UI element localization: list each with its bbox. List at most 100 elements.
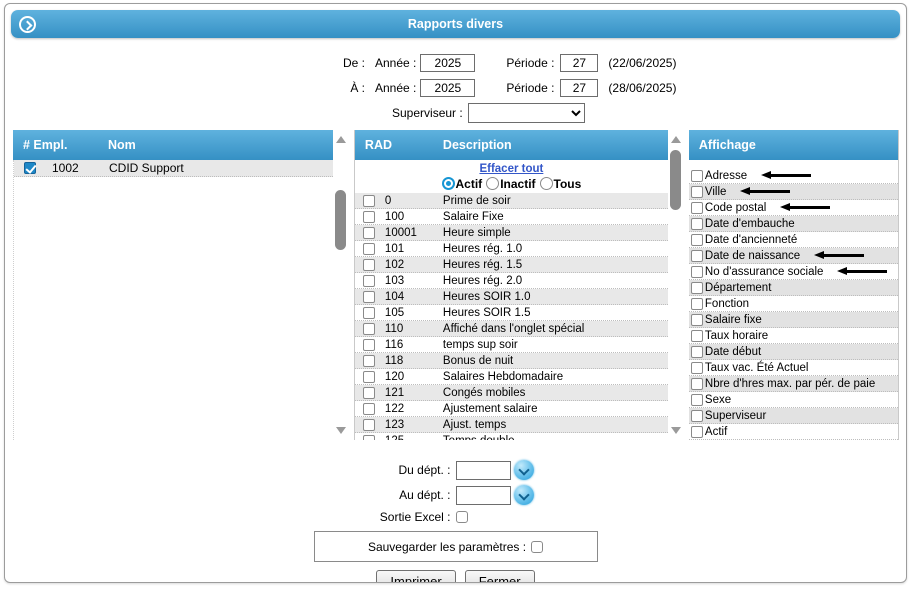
rad-code: 104 [384,290,405,303]
affichage-option-row[interactable]: Date de naissance [688,248,898,264]
rad-row[interactable]: 110 Affiché dans l'onglet spécial [354,321,668,337]
rad-row[interactable]: 101 Heures rég. 1.0 [354,241,668,257]
affichage-option-row[interactable]: Date d'embauche [688,216,898,232]
rad-checkbox[interactable] [362,274,375,287]
rad-row[interactable]: 105 Heures SOIR 1.5 [354,305,668,321]
affichage-option-row[interactable]: Taux vac. Été Actuel [688,360,898,376]
scroll-down-icon[interactable] [335,427,346,434]
affichage-option-row[interactable]: Adresse [688,168,898,184]
du-dept-input[interactable] [455,460,511,480]
rad-scrollbar[interactable] [667,130,685,440]
year-input[interactable] [420,53,476,72]
rad-checkbox[interactable] [362,226,375,239]
affichage-option-row[interactable]: Code postal [688,200,898,216]
clear-all-link[interactable]: Effacer tout [479,163,544,175]
rad-row[interactable]: 104 Heures SOIR 1.0 [354,289,668,305]
rad-description: Ajust. temps [442,418,507,431]
rad-checkbox[interactable] [362,386,375,399]
rad-row[interactable]: 10001 Heure simple [354,225,668,241]
affichage-checkbox[interactable] [690,265,703,278]
rad-checkbox[interactable] [362,322,375,335]
supervisor-select[interactable] [467,103,585,123]
chevron-right-circle-icon[interactable] [19,15,36,33]
rad-row[interactable]: 0 Prime de soir [354,193,668,209]
affichage-checkbox[interactable] [690,249,703,262]
affichage-option-row[interactable]: Date début [688,344,898,360]
affichage-option-row[interactable]: Ville [688,184,898,200]
affichage-option-row[interactable]: Taux horaire [688,328,898,344]
employee-row[interactable]: 1002 CDID Support [14,160,333,177]
affichage-option-row[interactable]: Département [688,280,898,296]
rad-row[interactable]: 122 Ajustement salaire [354,401,668,417]
rad-row[interactable]: 100 Salaire Fixe [354,209,668,225]
rad-row[interactable]: 121 Congés mobiles [354,385,668,401]
sortie-excel-checkbox[interactable] [455,511,468,523]
affichage-checkbox[interactable] [690,185,703,198]
imprimer-button[interactable]: Imprimer [376,570,456,582]
rad-checkbox[interactable] [362,370,375,383]
rad-checkbox[interactable] [362,242,375,255]
affichage-option-row[interactable]: Fonction [688,296,898,312]
radio-icon[interactable] [441,177,455,190]
scroll-thumb[interactable] [334,190,346,250]
rad-checkbox[interactable] [362,210,375,223]
scroll-down-icon[interactable] [670,427,681,434]
affichage-checkbox[interactable] [690,345,703,358]
status-radio-option[interactable]: Inactif [486,177,536,191]
affichage-option-row[interactable]: No d'assurance sociale [688,264,898,280]
rad-checkbox[interactable] [362,354,375,367]
affichage-option-row[interactable]: Actif [688,424,898,440]
radio-icon[interactable] [539,177,553,190]
rad-row[interactable]: 102 Heures rég. 1.5 [354,257,668,273]
affichage-option-row[interactable]: Superviseur [688,408,898,424]
status-radio-option[interactable]: Tous [539,177,581,191]
fermer-button[interactable]: Fermer [464,570,535,582]
rad-checkbox[interactable] [362,434,375,440]
scroll-thumb[interactable] [669,150,681,210]
rad-checkbox[interactable] [362,402,375,415]
rad-row[interactable]: 103 Heures rég. 2.0 [354,273,668,289]
affichage-option-row[interactable]: Salaire fixe [688,312,898,328]
rad-checkbox[interactable] [362,338,375,351]
au-dept-input[interactable] [455,485,511,505]
affichage-checkbox[interactable] [690,201,703,214]
period-input[interactable] [560,78,599,97]
affichage-checkbox[interactable] [690,281,703,294]
affichage-checkbox[interactable] [690,313,703,326]
radio-icon[interactable] [486,177,500,190]
affichage-option-row[interactable]: Sexe [688,392,898,408]
rad-row[interactable]: 125 Temps double [355,433,668,440]
rad-checkbox[interactable] [362,258,375,271]
scroll-up-icon[interactable] [670,136,681,143]
affichage-checkbox[interactable] [690,361,703,374]
scroll-up-icon[interactable] [335,136,346,143]
affichage-checkbox[interactable] [690,297,703,310]
status-radio-option[interactable]: Actif [441,177,482,191]
chevron-down-circle-icon[interactable] [513,485,534,505]
rad-checkbox[interactable] [362,418,375,431]
rad-row[interactable]: 120 Salaires Hebdomadaire [354,369,668,385]
affichage-checkbox[interactable] [690,377,703,390]
rad-checkbox[interactable] [362,194,375,207]
affichage-option-row[interactable]: Nbre d'hres max. par pér. de paie [688,376,898,392]
affichage-checkbox[interactable] [690,169,703,182]
save-params-checkbox[interactable] [531,540,544,553]
rad-row[interactable]: 123 Ajust. temps [354,417,668,433]
affichage-checkbox[interactable] [690,233,703,246]
rad-row[interactable]: 116 temps sup soir [354,337,668,353]
affichage-option-row[interactable]: Date d'ancienneté [688,232,898,248]
affichage-checkbox[interactable] [690,409,703,422]
rad-row[interactable]: 118 Bonus de nuit [354,353,668,369]
affichage-option-label: Fonction [704,297,750,310]
affichage-checkbox[interactable] [690,425,703,438]
period-input[interactable] [560,53,599,72]
affichage-checkbox[interactable] [690,217,703,230]
rad-checkbox[interactable] [362,290,375,303]
affichage-checkbox[interactable] [690,329,703,342]
affichage-checkbox[interactable] [690,393,703,406]
employees-scrollbar[interactable] [332,130,350,440]
year-input[interactable] [420,78,476,97]
chevron-down-circle-icon[interactable] [513,460,534,480]
employee-checkbox[interactable] [24,162,36,174]
rad-checkbox[interactable] [362,306,375,319]
